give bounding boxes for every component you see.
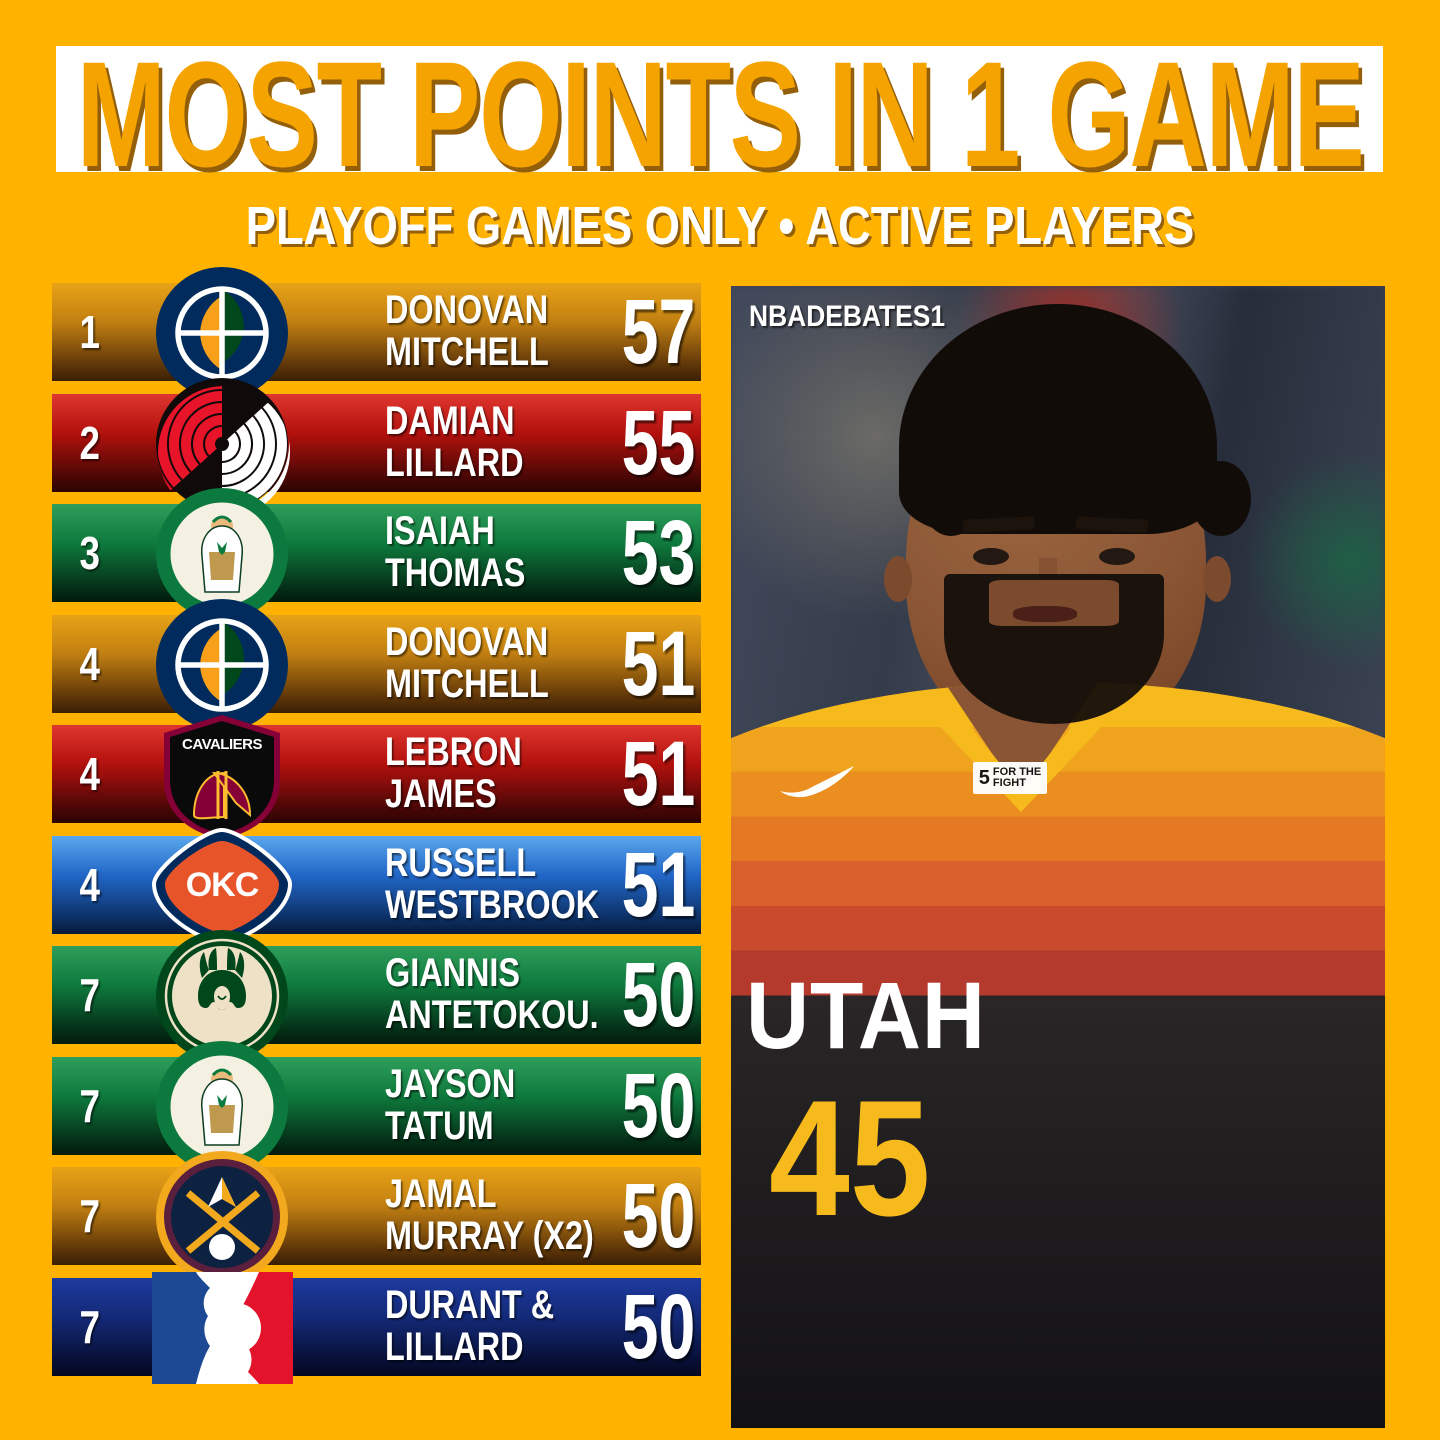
svg-text:OKC: OKC: [186, 866, 259, 904]
svg-text:CAVALIERS: CAVALIERS: [182, 736, 262, 753]
